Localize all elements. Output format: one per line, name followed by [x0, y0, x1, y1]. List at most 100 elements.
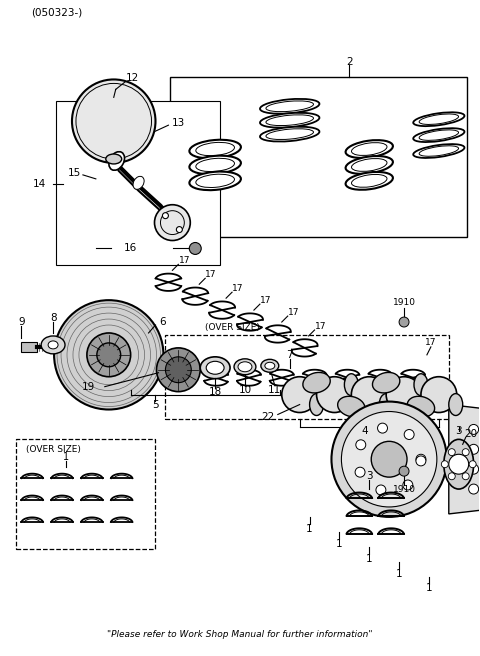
Ellipse shape: [344, 374, 358, 396]
Ellipse shape: [351, 174, 387, 187]
Text: 17: 17: [232, 284, 244, 293]
Ellipse shape: [196, 158, 234, 172]
Circle shape: [87, 333, 131, 377]
Ellipse shape: [200, 357, 230, 379]
Text: 1: 1: [306, 524, 313, 534]
Circle shape: [399, 466, 409, 476]
Text: 1: 1: [396, 569, 402, 579]
Ellipse shape: [48, 341, 58, 349]
Text: 1: 1: [336, 539, 343, 549]
Ellipse shape: [419, 130, 458, 140]
Ellipse shape: [413, 128, 465, 142]
Text: 17: 17: [288, 308, 300, 317]
Circle shape: [449, 454, 468, 474]
Text: 1: 1: [63, 452, 69, 462]
Circle shape: [166, 357, 192, 382]
Text: 8: 8: [50, 313, 57, 323]
Text: 18: 18: [208, 386, 222, 397]
Circle shape: [399, 317, 409, 327]
Ellipse shape: [303, 373, 330, 393]
Text: 22: 22: [261, 413, 275, 422]
Text: 6: 6: [159, 317, 166, 327]
Ellipse shape: [346, 172, 393, 190]
Text: 13: 13: [172, 118, 185, 128]
Ellipse shape: [346, 140, 393, 158]
Text: 1910: 1910: [393, 485, 416, 493]
Circle shape: [403, 480, 413, 490]
Ellipse shape: [234, 359, 256, 375]
Text: 15: 15: [67, 168, 81, 178]
Ellipse shape: [261, 359, 279, 372]
Circle shape: [416, 454, 426, 464]
Circle shape: [421, 377, 457, 413]
Circle shape: [72, 79, 156, 163]
Ellipse shape: [337, 396, 365, 417]
Ellipse shape: [346, 156, 393, 174]
Text: 1: 1: [426, 583, 432, 594]
Ellipse shape: [379, 394, 393, 415]
Bar: [170, 77, 467, 237]
Circle shape: [371, 441, 407, 477]
Circle shape: [316, 377, 352, 413]
Text: 7: 7: [287, 350, 293, 360]
Ellipse shape: [260, 113, 319, 128]
Ellipse shape: [106, 154, 122, 164]
Circle shape: [376, 485, 386, 495]
Ellipse shape: [260, 99, 319, 113]
Ellipse shape: [190, 172, 241, 190]
Circle shape: [156, 348, 200, 392]
Circle shape: [332, 401, 447, 517]
Circle shape: [468, 464, 479, 474]
Circle shape: [462, 449, 469, 456]
Text: 4: 4: [361, 426, 368, 436]
Circle shape: [356, 440, 366, 450]
Text: 11: 11: [268, 384, 281, 395]
Text: (OVER SIZE): (OVER SIZE): [205, 323, 260, 331]
Text: 19: 19: [82, 382, 96, 392]
Ellipse shape: [444, 440, 474, 489]
Ellipse shape: [190, 140, 241, 158]
Text: 3: 3: [366, 471, 372, 481]
Text: 17: 17: [315, 321, 326, 331]
Text: (OVER SIZE): (OVER SIZE): [26, 445, 81, 454]
Circle shape: [386, 377, 422, 413]
Circle shape: [441, 461, 448, 468]
Circle shape: [378, 423, 387, 433]
Text: 17: 17: [260, 296, 272, 304]
Text: 17: 17: [205, 270, 217, 279]
Ellipse shape: [41, 336, 65, 354]
Ellipse shape: [266, 129, 313, 140]
Text: 1: 1: [366, 554, 372, 564]
Polygon shape: [449, 405, 480, 514]
Text: 16: 16: [124, 243, 137, 253]
Ellipse shape: [196, 174, 234, 188]
Ellipse shape: [351, 142, 387, 155]
Circle shape: [448, 449, 455, 456]
Circle shape: [468, 424, 479, 434]
Ellipse shape: [238, 362, 252, 372]
Circle shape: [416, 456, 426, 466]
Circle shape: [97, 343, 120, 367]
Circle shape: [448, 473, 455, 480]
Circle shape: [355, 467, 365, 477]
Text: 12: 12: [126, 73, 139, 83]
Ellipse shape: [419, 114, 458, 125]
Text: 3: 3: [456, 426, 462, 436]
Ellipse shape: [372, 373, 400, 393]
Text: 2: 2: [346, 56, 353, 66]
Ellipse shape: [133, 176, 144, 190]
Text: (050323-): (050323-): [31, 8, 83, 18]
Text: 20: 20: [464, 430, 477, 440]
Ellipse shape: [449, 394, 463, 415]
Bar: [16, 440, 156, 548]
Circle shape: [469, 461, 476, 468]
Ellipse shape: [266, 101, 313, 112]
Ellipse shape: [414, 374, 428, 396]
Text: 1910: 1910: [393, 298, 416, 306]
Ellipse shape: [407, 396, 434, 417]
Circle shape: [282, 377, 318, 413]
Circle shape: [404, 430, 414, 440]
Circle shape: [155, 205, 190, 241]
Ellipse shape: [351, 159, 387, 171]
Text: 17: 17: [425, 338, 437, 348]
